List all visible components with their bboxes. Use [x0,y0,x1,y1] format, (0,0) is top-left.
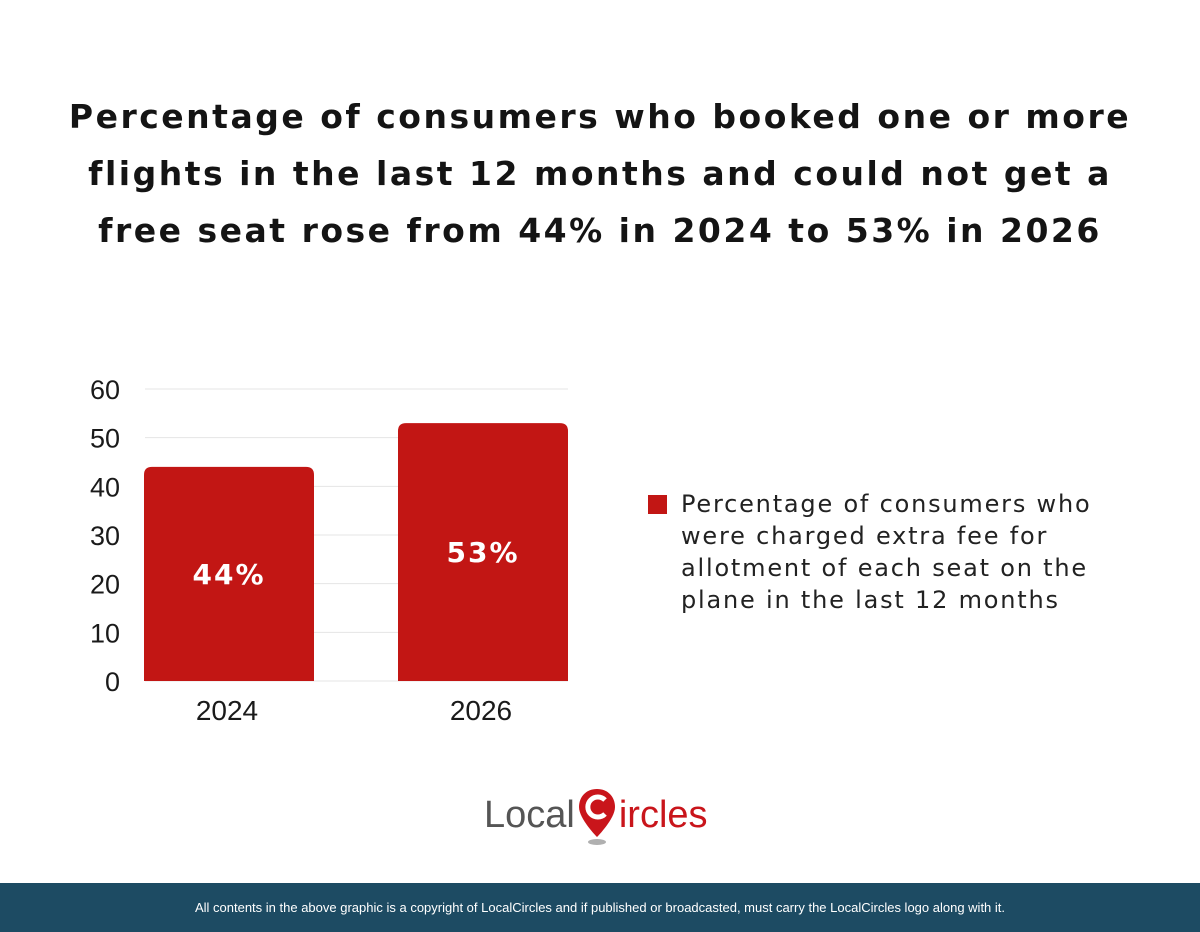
bar-chart: 0 10 20 30 40 50 60 44% 53% 2024 2026 [90,375,568,726]
bars: 44% 53% [144,423,568,681]
x-category-label: 2024 [196,695,258,726]
bar-2026 [398,423,568,681]
map-pin-icon [577,785,617,845]
x-category-label: 2026 [450,695,512,726]
footer-text: All contents in the above graphic is a c… [194,900,1006,915]
bar-2024 [144,466,314,681]
legend-label: Percentage of consumers who were charged… [681,490,1092,614]
localcircles-logo: Local ircles [484,780,724,850]
copyright-footer: All contents in the above graphic is a c… [0,883,1200,932]
legend-swatch [648,495,667,514]
y-axis-ticks: 0 10 20 30 40 50 60 [90,375,120,697]
logo-text-local: Local [484,793,575,836]
x-axis-labels: 2024 2026 [196,695,512,726]
y-tick-label: 0 [105,667,120,697]
y-tick-label: 50 [90,424,120,454]
y-tick-label: 20 [90,570,120,600]
chart-title: Percentage of consumers who booked one o… [68,97,1132,250]
y-tick-label: 40 [90,472,120,502]
y-tick-label: 30 [90,521,120,551]
legend: Percentage of consumers who were charged… [648,488,1148,616]
logo-text-circles: ircles [618,793,708,836]
y-tick-label: 10 [90,618,120,648]
y-tick-label: 60 [90,375,120,405]
bar-value-label: 53% [446,536,519,569]
bar-value-label: 44% [192,558,265,591]
